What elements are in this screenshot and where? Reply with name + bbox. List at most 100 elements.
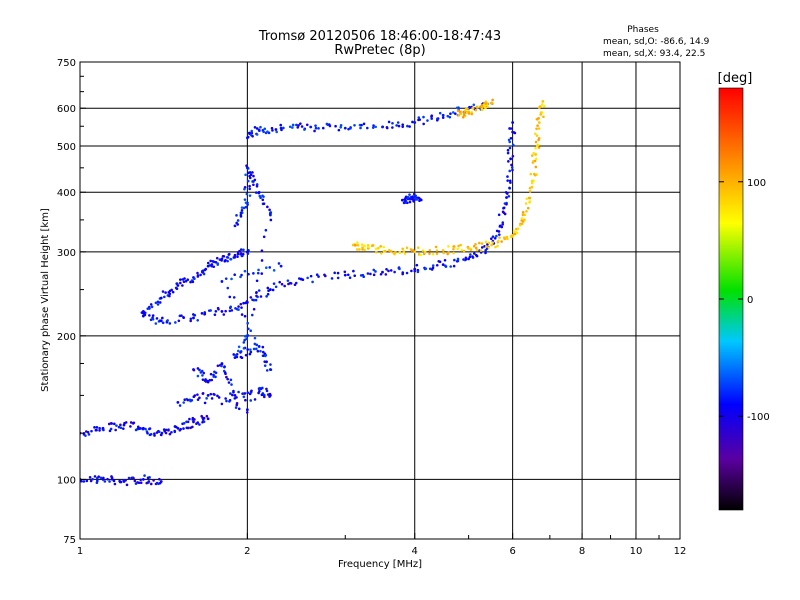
data-point xyxy=(411,120,414,124)
colorbar-label: [deg] xyxy=(718,71,753,86)
data-point xyxy=(242,206,246,210)
data-point xyxy=(210,378,214,382)
data-point xyxy=(510,166,514,169)
data-point xyxy=(428,267,432,271)
data-point xyxy=(286,279,290,282)
data-point xyxy=(186,398,190,402)
data-point xyxy=(164,291,167,294)
data-point xyxy=(269,218,273,222)
data-point xyxy=(245,300,249,303)
data-point xyxy=(485,102,488,105)
data-point xyxy=(175,282,179,285)
data-point xyxy=(235,403,239,407)
data-point xyxy=(222,255,226,258)
data-point xyxy=(328,124,332,128)
data-point xyxy=(156,300,160,304)
data-point xyxy=(245,192,249,196)
data-point xyxy=(235,214,238,217)
data-point xyxy=(248,187,252,191)
data-point xyxy=(480,107,484,111)
data-point xyxy=(248,184,251,188)
data-point xyxy=(493,236,497,240)
data-point xyxy=(259,196,262,200)
data-point xyxy=(119,480,123,484)
data-point xyxy=(206,379,210,383)
data-point xyxy=(257,128,261,132)
x-axis-label: Frequency [MHz] xyxy=(338,559,422,570)
data-point xyxy=(266,292,270,296)
data-point xyxy=(540,103,544,106)
data-point xyxy=(168,322,172,325)
plot-frame xyxy=(79,61,681,540)
data-point xyxy=(95,428,98,432)
data-point xyxy=(239,211,243,215)
data-point xyxy=(183,398,187,402)
data-point xyxy=(384,273,388,276)
data-point xyxy=(220,362,224,365)
data-point xyxy=(224,309,227,313)
data-point xyxy=(216,394,219,398)
data-point xyxy=(513,232,516,236)
data-point xyxy=(523,218,526,222)
data-point xyxy=(379,272,383,276)
data-point xyxy=(227,381,231,384)
data-point xyxy=(334,124,337,128)
data-point xyxy=(501,221,505,224)
data-point xyxy=(198,368,201,372)
data-point xyxy=(133,479,137,483)
data-point xyxy=(374,247,378,251)
data-point xyxy=(412,199,415,203)
data-point xyxy=(355,248,359,251)
data-point xyxy=(85,479,89,483)
data-point xyxy=(245,337,248,341)
data-point xyxy=(266,286,270,290)
data-point xyxy=(246,321,249,325)
data-point xyxy=(441,113,445,117)
data-point xyxy=(237,407,241,411)
data-point xyxy=(460,248,464,252)
data-point xyxy=(455,106,459,110)
data-point xyxy=(262,130,265,134)
data-point xyxy=(272,282,276,285)
data-point xyxy=(95,426,99,429)
data-point xyxy=(136,425,140,429)
data-point xyxy=(496,244,499,248)
colorbar-tick-label: 100 xyxy=(747,178,766,189)
data-point xyxy=(220,310,224,313)
data-point xyxy=(240,254,244,258)
data-point xyxy=(336,271,340,275)
data-point xyxy=(447,245,450,248)
data-point xyxy=(176,401,180,404)
data-point xyxy=(191,425,194,429)
data-point xyxy=(229,392,232,395)
data-point xyxy=(397,124,401,128)
data-point xyxy=(149,482,153,486)
data-point xyxy=(252,307,256,311)
data-point xyxy=(261,350,265,354)
data-point xyxy=(242,346,246,350)
data-point xyxy=(253,126,257,129)
data-point xyxy=(198,396,201,400)
data-point xyxy=(226,259,229,263)
data-point xyxy=(98,426,101,430)
data-point xyxy=(441,116,445,119)
data-point xyxy=(95,481,99,485)
data-point xyxy=(148,314,151,317)
data-point xyxy=(303,128,306,131)
data-point xyxy=(509,181,512,184)
data-point xyxy=(182,401,186,404)
data-point xyxy=(360,123,363,127)
data-point xyxy=(518,223,522,227)
chart-subtitle: RwPretec (8p) xyxy=(334,43,425,58)
data-point xyxy=(287,282,290,286)
data-point xyxy=(301,278,305,282)
data-point xyxy=(408,200,412,204)
data-point xyxy=(314,126,318,130)
data-point xyxy=(162,428,166,431)
data-point xyxy=(431,252,435,256)
data-point xyxy=(251,298,254,302)
data-point xyxy=(277,262,281,265)
grid-lines xyxy=(80,62,680,539)
data-point xyxy=(539,105,542,108)
data-point xyxy=(317,127,320,130)
